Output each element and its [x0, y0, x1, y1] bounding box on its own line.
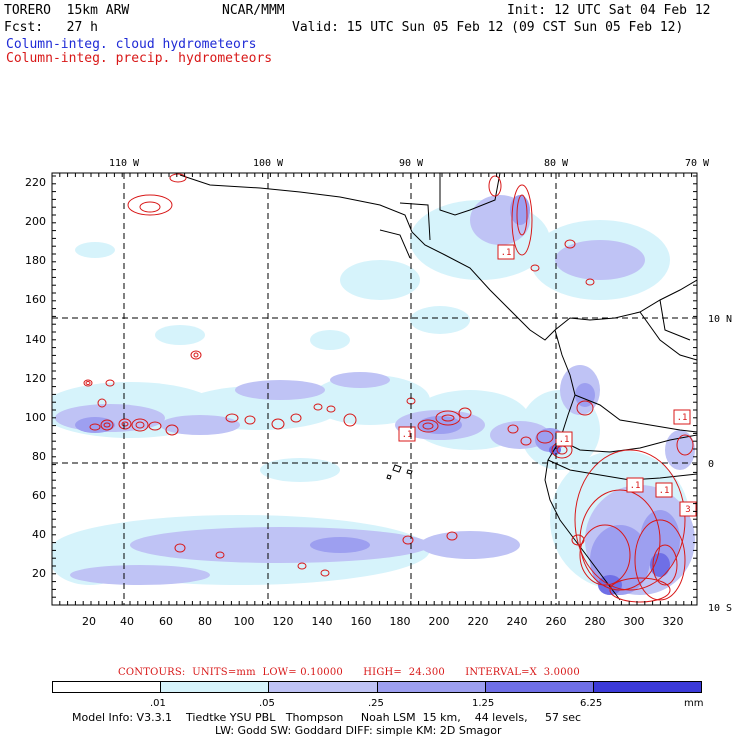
model-name: TORERO 15km ARW	[4, 3, 130, 18]
field-precip-label: Column-integ. precip. hydrometeors	[6, 51, 273, 66]
lat-label: 10 S	[708, 603, 732, 614]
y-tick-label: 200	[25, 215, 46, 228]
precip-contours	[83, 173, 694, 603]
contour-label: .1	[677, 413, 688, 423]
colorbar-units: mm	[684, 698, 704, 709]
x-tick-label: 80	[198, 615, 212, 628]
lon-label: 70 W	[685, 158, 710, 169]
x-tick-label: 20	[82, 615, 96, 628]
valid-time: Valid: 15 UTC Sun 05 Feb 12 (09 CST Sun …	[292, 20, 684, 35]
x-tick-label: 280	[585, 615, 606, 628]
colorbar-label: .01	[150, 698, 166, 709]
y-tick-label: 60	[32, 489, 46, 502]
colorbar-label: .25	[368, 698, 384, 709]
y-tick-label: 80	[32, 450, 46, 463]
x-tick-label: 220	[468, 615, 489, 628]
colorbar-swatch	[485, 682, 594, 692]
colorbar-swatch	[53, 682, 162, 692]
x-tick-label: 60	[159, 615, 173, 628]
contour-label: .1	[559, 435, 570, 445]
colorbar-label: 1.25	[472, 698, 495, 709]
y-tick-label: 140	[25, 333, 46, 346]
lon-label: 80 W	[544, 158, 569, 169]
lon-labels: 110 W 100 W 90 W 80 W 70 W	[109, 158, 710, 169]
lat-label: 0	[708, 459, 714, 470]
colorbar-swatch	[269, 682, 378, 692]
field-cloud-label: Column-integ. cloud hydrometeors	[6, 37, 257, 52]
lon-label: 90 W	[399, 158, 424, 169]
x-tick-label: 320	[663, 615, 684, 628]
y-tick-label: 180	[25, 254, 46, 267]
x-tick-label: 260	[546, 615, 567, 628]
y-tick-labels: 220 200 180 160 140 120 100 80 60 40 20	[25, 176, 46, 580]
y-tick-label: 100	[25, 411, 46, 424]
center-name: NCAR/MMM	[222, 3, 285, 18]
physics-info: LW: Godd SW: Goddard DIFF: simple KM: 2D…	[215, 724, 502, 737]
x-tick-label: 180	[390, 615, 411, 628]
lon-label: 100 W	[253, 158, 284, 169]
y-tick-label: 220	[25, 176, 46, 189]
y-tick-label: 120	[25, 372, 46, 385]
x-tick-label: 120	[273, 615, 294, 628]
x-tick-label: 300	[624, 615, 645, 628]
x-tick-label: 160	[351, 615, 372, 628]
colorbar	[52, 681, 702, 693]
contour-label: .1	[501, 248, 512, 258]
x-tick-labels: 20 40 60 80 100 120 140 160 180 200 220 …	[82, 615, 684, 628]
y-tick-label: 40	[32, 528, 46, 541]
coastlines	[179, 173, 697, 601]
lat-labels: 10 N 0 10 S	[708, 314, 732, 614]
contour-label: 3	[685, 505, 690, 515]
x-tick-label: 200	[429, 615, 450, 628]
y-tick-label: 20	[32, 567, 46, 580]
lat-label: 10 N	[708, 314, 732, 325]
colorbar-label: 6.25	[580, 698, 603, 709]
contour-legend-note: CONTOURS: UNITS=mm LOW= 0.10000 HIGH= 24…	[118, 667, 580, 678]
forecast-hour: Fcst: 27 h	[4, 20, 98, 35]
plot-frame	[51, 172, 698, 606]
colorbar-swatch	[161, 682, 270, 692]
graticule	[52, 173, 697, 605]
colorbar-label: .05	[259, 698, 275, 709]
lon-label: 110 W	[109, 158, 140, 169]
y-tick-label: 160	[25, 293, 46, 306]
colorbar-swatch	[377, 682, 486, 692]
x-tick-label: 240	[507, 615, 528, 628]
init-time: Init: 12 UTC Sat 04 Feb 12	[507, 3, 711, 18]
x-tick-label: 100	[234, 615, 255, 628]
cloud-shading	[52, 195, 695, 595]
x-tick-label: 40	[120, 615, 134, 628]
contour-label: .1	[402, 430, 413, 440]
colorbar-swatch	[593, 682, 702, 692]
x-tick-label: 140	[312, 615, 333, 628]
axis-ticks	[51, 173, 697, 606]
contour-label-texts: .1 .1 .1 .1 .1 .1 3	[402, 248, 691, 515]
contour-label: .1	[659, 486, 670, 496]
contour-label: .1	[630, 481, 641, 491]
model-info: Model Info: V3.3.1 Tiedtke YSU PBL Thomp…	[72, 711, 582, 724]
